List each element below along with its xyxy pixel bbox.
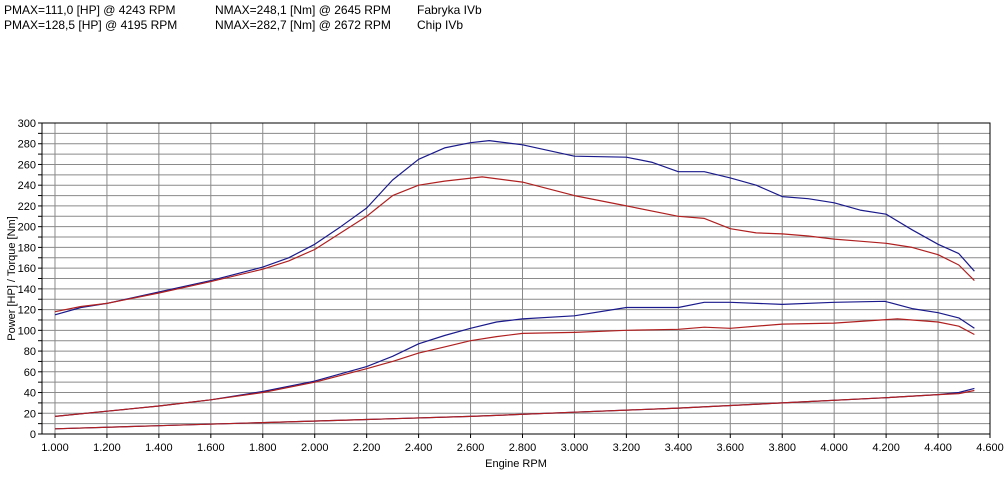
- x-tick-label: 3.600: [717, 442, 745, 454]
- x-axis-label: Engine RPM: [485, 458, 547, 470]
- x-tick-label: 1.000: [41, 442, 69, 454]
- y-tick-label: 300: [18, 118, 36, 130]
- x-tick-label: 2.400: [405, 442, 433, 454]
- header-nmax-2: NMAX=282,7 [Nm] @ 2672 RPM: [215, 18, 391, 32]
- x-tick-label: 2.000: [301, 442, 329, 454]
- y-tick-label: 40: [24, 388, 36, 400]
- x-tick-label: 4.000: [820, 442, 848, 454]
- series-line-2: [54, 300, 975, 417]
- series-line-4: [54, 387, 975, 430]
- y-tick-label: 60: [24, 367, 36, 379]
- x-tick-label: 3.400: [665, 442, 693, 454]
- chart-series: [54, 140, 975, 430]
- x-tick-label: 3.000: [561, 442, 589, 454]
- x-tick-label: 1.600: [197, 442, 225, 454]
- y-tick-label: 20: [24, 408, 36, 420]
- y-tick-label: 220: [18, 201, 36, 213]
- x-tick-label: 2.200: [353, 442, 381, 454]
- series-line-5: [54, 389, 975, 430]
- y-tick-label: 120: [18, 305, 36, 317]
- x-tick-label: 1.400: [145, 442, 173, 454]
- x-tick-label: 2.800: [509, 442, 537, 454]
- header-name-1: Fabryka IVb: [417, 3, 482, 17]
- x-tick-label: 4.400: [924, 442, 952, 454]
- y-tick-label: 240: [18, 180, 36, 192]
- y-tick-label: 0: [30, 429, 36, 441]
- y-tick-label: 160: [18, 263, 36, 275]
- chart-ticks: 1.000 1.200 1.400 1.600 1.800 2.000 2.200 2.400…: [18, 118, 1004, 454]
- series-line-1: [54, 176, 975, 313]
- y-tick-label: 200: [18, 222, 36, 234]
- series-line-0: [54, 140, 975, 316]
- header-pmax-1: PMAX=111,0 [HP] @ 4243 RPM: [4, 3, 176, 17]
- header-pmax-2: PMAX=128,5 [HP] @ 4195 RPM: [4, 18, 178, 32]
- y-tick-label: 140: [18, 284, 36, 296]
- y-tick-label: 180: [18, 242, 36, 254]
- y-tick-label: 260: [18, 159, 36, 171]
- y-tick-label: 100: [18, 325, 36, 337]
- x-tick-label: 3.200: [613, 442, 641, 454]
- x-tick-label: 4.200: [872, 442, 900, 454]
- x-tick-label: 3.800: [768, 442, 796, 454]
- plot-frame: [41, 122, 991, 435]
- x-tick-label: 1.200: [93, 442, 121, 454]
- series-line-3: [54, 318, 975, 417]
- x-tick-label: 4.600: [976, 442, 1004, 454]
- y-tick-label: 80: [24, 346, 36, 358]
- y-axis-label: Power [HP] / Torque [Nm]: [6, 216, 18, 341]
- header-nmax-1: NMAX=248,1 [Nm] @ 2645 RPM: [215, 3, 391, 17]
- x-tick-label: 1.800: [249, 442, 277, 454]
- y-tick-label: 280: [18, 139, 36, 151]
- header-name-2: Chip IVb: [417, 18, 464, 32]
- chart-grid: [42, 122, 991, 435]
- x-tick-label: 2.600: [457, 442, 485, 454]
